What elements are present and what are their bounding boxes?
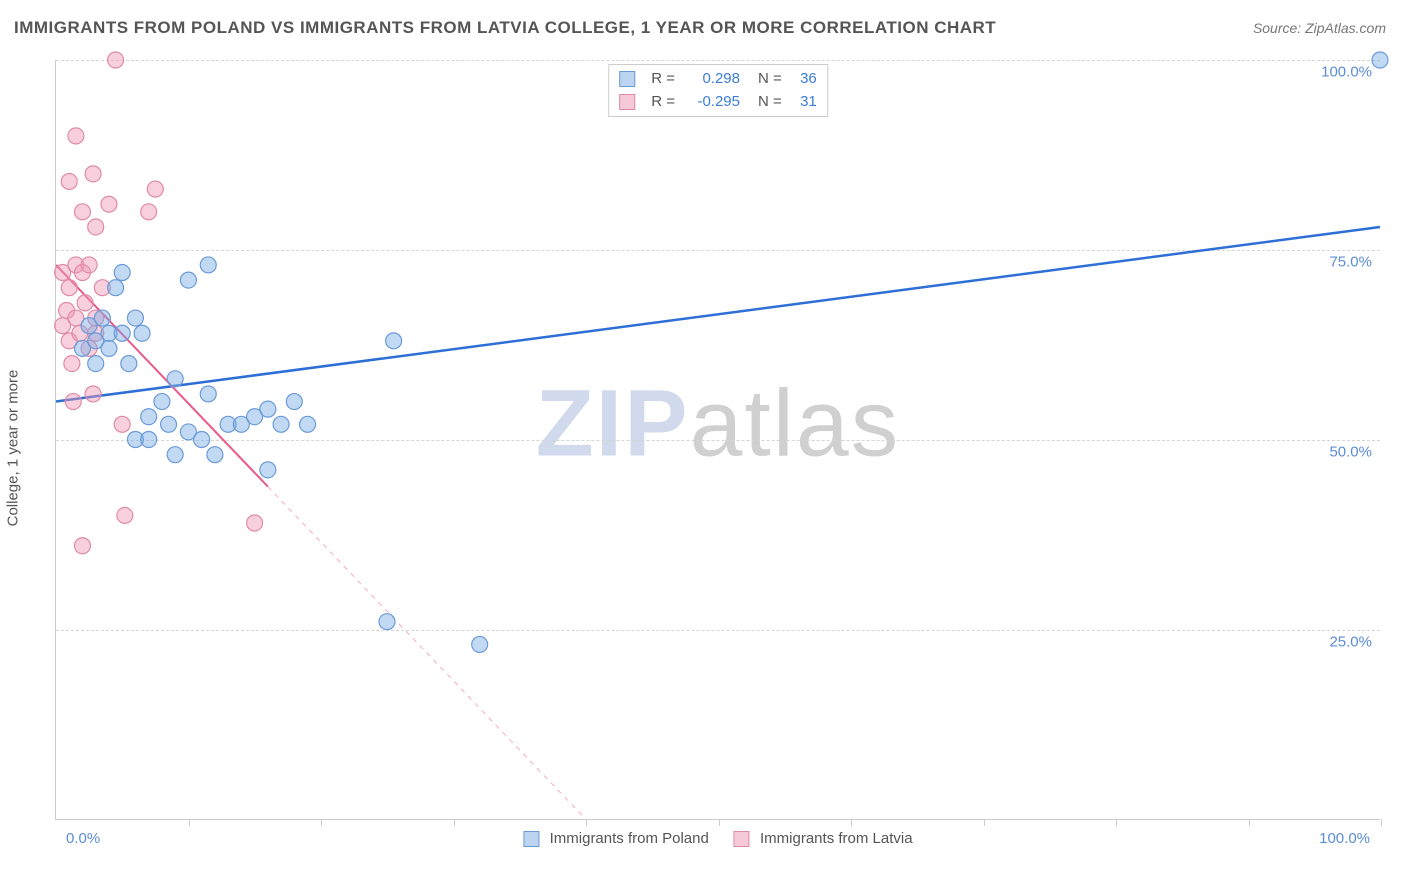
x-axis-min-label: 0.0% — [66, 830, 100, 847]
x-tick — [586, 819, 587, 826]
plot-area: ZIPatlas R = 0.298 N = 36 R = -0.295 N =… — [55, 60, 1380, 820]
series-legend: Immigrants from Poland Immigrants from L… — [523, 830, 912, 847]
x-tick — [851, 819, 852, 826]
x-tick — [1381, 819, 1382, 826]
n-value-poland: 36 — [792, 68, 817, 91]
chart-title: IMMIGRANTS FROM POLAND VS IMMIGRANTS FRO… — [14, 18, 996, 38]
r-label: R = — [651, 68, 675, 91]
y-tick-label: 25.0% — [1329, 634, 1372, 651]
legend-row-poland: R = 0.298 N = 36 — [619, 68, 817, 91]
y-tick-label: 50.0% — [1329, 444, 1372, 461]
legend-item-poland: Immigrants from Poland — [523, 830, 708, 847]
legend-swatch-poland-icon — [523, 831, 539, 847]
legend-swatch-poland — [619, 71, 635, 87]
legend-label-latvia: Immigrants from Latvia — [760, 830, 913, 847]
r-label: R = — [651, 91, 675, 114]
legend-item-latvia: Immigrants from Latvia — [734, 830, 913, 847]
chart-container: College, 1 year or more ZIPatlas R = 0.2… — [45, 50, 1390, 845]
source-attribution: Source: ZipAtlas.com — [1253, 20, 1386, 36]
n-label: N = — [758, 68, 782, 91]
correlation-legend: R = 0.298 N = 36 R = -0.295 N = 31 — [608, 64, 828, 117]
x-tick — [454, 819, 455, 826]
legend-label-poland: Immigrants from Poland — [550, 830, 709, 847]
x-tick — [984, 819, 985, 826]
n-label: N = — [758, 91, 782, 114]
r-value-poland: 0.298 — [685, 68, 740, 91]
x-tick — [1249, 819, 1250, 826]
x-tick — [719, 819, 720, 826]
plot-svg — [56, 60, 1380, 819]
x-tick — [321, 819, 322, 826]
legend-row-latvia: R = -0.295 N = 31 — [619, 91, 817, 114]
y-axis-label: College, 1 year or more — [5, 369, 22, 526]
x-tick — [189, 819, 190, 826]
y-tick-label: 75.0% — [1329, 254, 1372, 271]
x-tick — [1116, 819, 1117, 826]
x-axis-max-label: 100.0% — [1319, 830, 1370, 847]
n-value-latvia: 31 — [792, 91, 817, 114]
legend-swatch-latvia-icon — [734, 831, 750, 847]
r-value-latvia: -0.295 — [685, 91, 740, 114]
y-tick-label: 100.0% — [1321, 64, 1372, 81]
legend-swatch-latvia — [619, 94, 635, 110]
